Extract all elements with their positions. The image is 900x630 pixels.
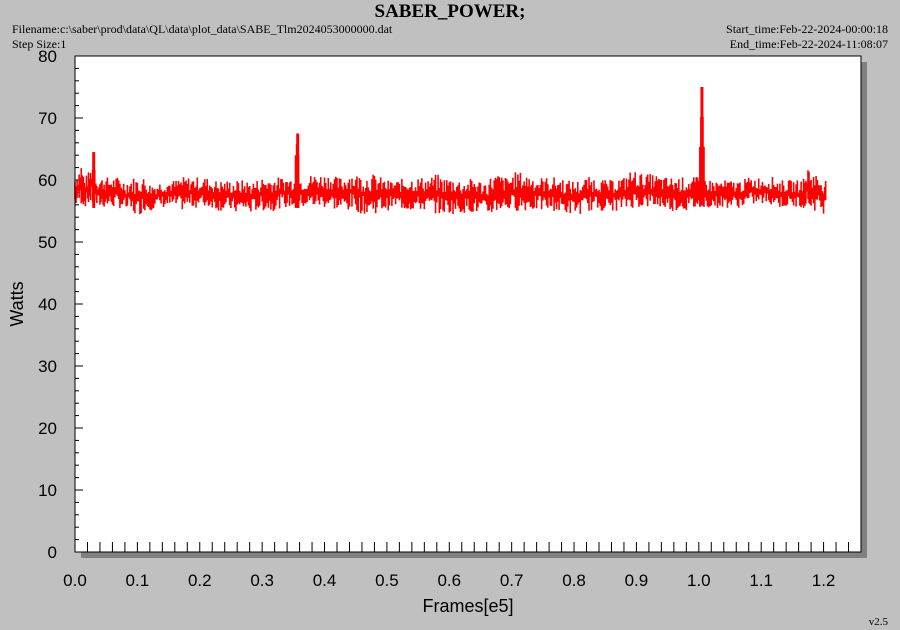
x-tick-label: 0.9 <box>625 571 649 590</box>
data-series <box>74 87 827 215</box>
plot-area <box>74 55 862 553</box>
y-tick-label: 80 <box>38 47 57 66</box>
time-range: Start_time:Feb-22-2024-00:00:18 End_time… <box>726 22 888 52</box>
y-tick-label: 30 <box>38 357 57 376</box>
axis-ticks: 0 10 20 30 40 50 60 70 80 0.0 0.1 0.2 0.3 0.4 0.5 0.6 0.… <box>38 47 862 590</box>
version-label: v2.5 <box>868 616 888 628</box>
file-info: Filename:c:\saber\prod\data\QL\data\plot… <box>12 22 392 52</box>
end-time-label: End_time:Feb-22-2024-11:08:07 <box>729 37 888 51</box>
filename-label: Filename:c:\saber\prod\data\QL\data\plot… <box>12 22 393 36</box>
x-tick-label: 0.1 <box>126 571 150 590</box>
x-tick-label: 0.8 <box>562 571 586 590</box>
y-tick-label: 40 <box>38 295 57 314</box>
x-tick-label: 1.0 <box>687 571 711 590</box>
y-tick-label: 10 <box>38 481 57 500</box>
x-axis-label: Frames[e5] <box>422 596 513 616</box>
chart-title: SABER_POWER; <box>374 1 526 22</box>
start-time-label: Start_time:Feb-22-2024-00:00:18 <box>726 22 888 36</box>
y-tick-label: 60 <box>38 171 57 190</box>
y-tick-label: 50 <box>38 233 57 252</box>
x-tick-label: 0.2 <box>188 571 212 590</box>
y-tick-label: 0 <box>48 543 57 562</box>
x-tick-label: 0.0 <box>63 571 87 590</box>
y-axis-label: Watts <box>7 281 27 326</box>
x-tick-label: 0.7 <box>500 571 524 590</box>
step-size-label: Step Size:1 <box>12 37 67 51</box>
x-tick-label: 1.1 <box>749 571 773 590</box>
y-tick-label: 20 <box>38 419 57 438</box>
x-tick-label: 0.3 <box>250 571 274 590</box>
x-tick-label: 0.6 <box>437 571 461 590</box>
x-tick-label: 0.4 <box>313 571 337 590</box>
x-tick-label: 0.5 <box>375 571 399 590</box>
y-tick-label: 70 <box>38 109 57 128</box>
x-tick-label: 1.2 <box>812 571 836 590</box>
